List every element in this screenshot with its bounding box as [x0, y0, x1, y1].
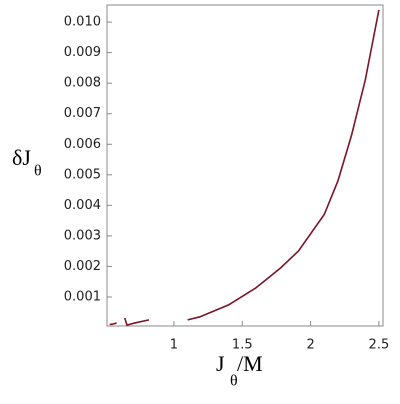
y-tick-label: 0.004 [64, 198, 101, 213]
y-tick-label: 0.005 [64, 167, 101, 182]
y-tick-label: 0.003 [64, 228, 101, 243]
y-tick-label: 0.002 [64, 259, 101, 274]
y-tick-label: 0.008 [64, 76, 101, 91]
data-line [109, 9, 380, 327]
x-axis-label-rest: /M [237, 351, 263, 376]
y-tick-label: 0.009 [64, 45, 101, 60]
x-axis-label-sub: θ [230, 373, 238, 390]
x-tick-label: 2.5 [369, 338, 390, 353]
y-tick-label: 0.007 [64, 106, 101, 121]
y-tick-label: 0.010 [64, 15, 101, 30]
y-axis-label-sub: θ [34, 163, 42, 180]
y-tick-label: 0.006 [64, 137, 101, 152]
x-axis-label: J [216, 351, 225, 376]
plot-frame [106, 4, 384, 327]
x-tick-label: 1.5 [232, 338, 253, 353]
x-tick-label: 1 [170, 338, 178, 353]
x-tick-label: 2 [306, 338, 314, 353]
y-axis-label: δJ [12, 145, 31, 170]
y-tick-label: 0.001 [64, 289, 101, 304]
